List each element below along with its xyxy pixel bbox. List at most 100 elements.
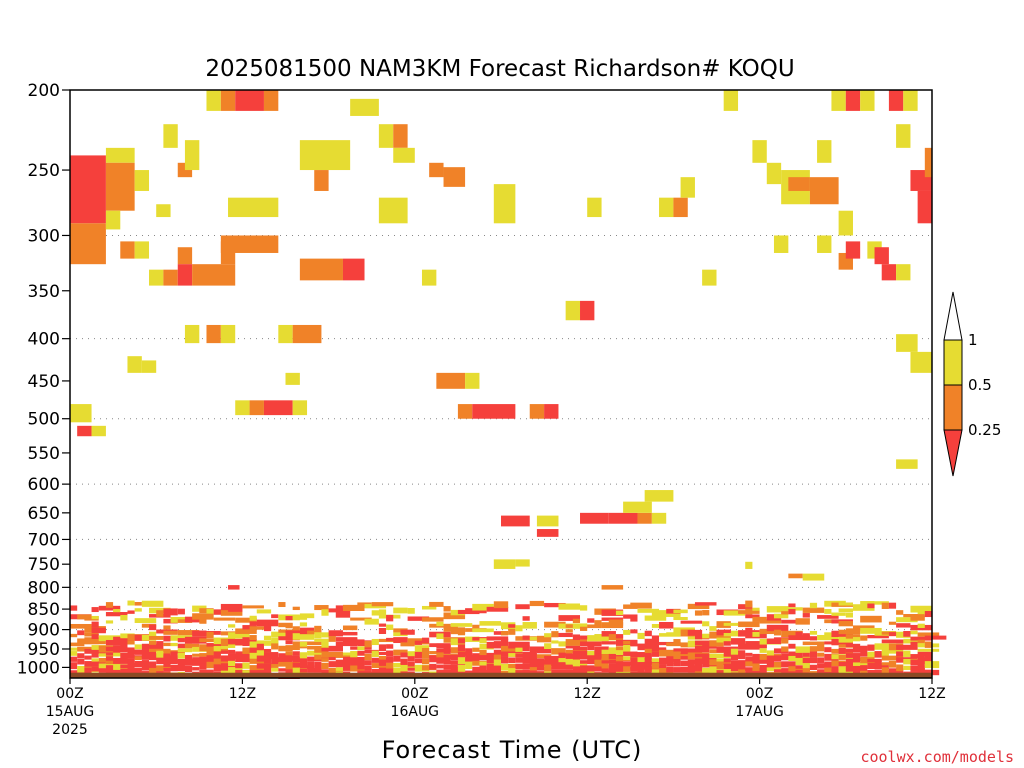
bl-streak xyxy=(429,601,444,607)
heatmap-cells xyxy=(70,90,932,590)
bl-streak xyxy=(70,633,78,638)
bl-streak xyxy=(314,632,322,639)
bl-streak xyxy=(615,651,624,656)
bl-streak xyxy=(831,612,846,616)
bl-streak xyxy=(70,605,78,611)
y-tick-label: 950 xyxy=(28,640,60,660)
bl-streak xyxy=(896,631,911,638)
heatmap-cell xyxy=(457,404,473,419)
bl-streak xyxy=(120,658,135,664)
bl-streak xyxy=(134,608,142,612)
bl-streak xyxy=(400,652,415,658)
bl-streak xyxy=(393,667,408,675)
bl-streak xyxy=(436,643,451,649)
bl-streak xyxy=(314,605,329,611)
bl-streak xyxy=(249,647,264,653)
x-tick-label: 2025 xyxy=(52,722,88,738)
heatmap-cell xyxy=(342,258,365,281)
bl-streak xyxy=(328,667,343,675)
bl-streak xyxy=(105,639,128,646)
bl-streak xyxy=(228,660,236,667)
bl-streak xyxy=(587,661,602,665)
bl-streak xyxy=(278,658,286,662)
plot-frame xyxy=(69,89,933,679)
bl-streak xyxy=(867,603,875,609)
heatmap-cell xyxy=(105,162,135,211)
bl-streak xyxy=(493,665,501,671)
bl-streak xyxy=(170,635,193,641)
bl-streak xyxy=(364,665,372,671)
bl-streak xyxy=(752,607,760,611)
bl-streak xyxy=(386,624,394,630)
bl-streak xyxy=(752,641,767,649)
bl-streak xyxy=(228,624,236,628)
bl-streak xyxy=(860,635,868,641)
bl-streak xyxy=(623,604,638,609)
bl-streak xyxy=(486,606,509,612)
bl-streak xyxy=(149,648,171,652)
bl-streak xyxy=(184,643,200,649)
heatmap-cell xyxy=(924,147,932,178)
bl-streak xyxy=(228,632,250,639)
bl-streak xyxy=(809,657,818,664)
bl-streak xyxy=(766,650,774,656)
bl-streak xyxy=(249,615,257,621)
bl-streak xyxy=(199,638,221,643)
bl-streak xyxy=(845,658,861,666)
bl-streak xyxy=(163,660,171,667)
bl-streak xyxy=(91,621,99,628)
bl-streak xyxy=(529,659,545,666)
bl-streak xyxy=(608,619,624,626)
bl-streak xyxy=(838,654,846,660)
bl-streak xyxy=(256,643,264,650)
bl-streak xyxy=(924,655,932,662)
bl-streak xyxy=(896,623,911,628)
bl-streak xyxy=(903,658,918,665)
bl-streak xyxy=(551,648,566,655)
bl-streak xyxy=(472,624,480,629)
bl-streak xyxy=(867,635,889,639)
bl-streak xyxy=(91,634,99,640)
bl-streak xyxy=(565,639,588,646)
bl-streak xyxy=(263,652,279,659)
bl-streak xyxy=(644,630,652,637)
heatmap-cell xyxy=(299,140,351,171)
x-axis-title: Forecast Time (UTC) xyxy=(382,736,643,764)
bl-streak xyxy=(544,602,566,608)
bl-streak xyxy=(342,625,358,631)
x-tick-label: 12Z xyxy=(918,686,945,702)
heatmap-cell xyxy=(177,247,193,265)
bl-streak xyxy=(271,663,279,668)
bl-streak xyxy=(84,648,106,654)
bl-streak xyxy=(378,627,387,634)
bl-streak xyxy=(156,665,178,670)
bl-streak xyxy=(831,666,839,671)
bl-streak xyxy=(687,636,703,640)
heatmap-cell xyxy=(206,90,221,111)
bl-streak xyxy=(91,607,99,613)
bl-streak xyxy=(386,670,394,675)
heatmap-cell xyxy=(220,324,236,344)
bl-streak xyxy=(292,662,308,668)
bl-streak xyxy=(278,653,293,658)
bl-streak xyxy=(285,616,293,621)
bl-streak xyxy=(170,642,178,647)
bl-streak xyxy=(421,648,430,655)
bl-streak xyxy=(378,661,387,666)
bl-streak xyxy=(479,638,487,644)
heatmap-cell xyxy=(515,559,530,567)
bl-streak xyxy=(651,635,660,641)
bl-streak xyxy=(738,654,746,660)
bl-streak xyxy=(414,640,422,645)
bl-streak xyxy=(177,653,185,659)
heatmap-cell xyxy=(350,98,379,116)
bl-streak xyxy=(781,619,803,624)
bl-streak xyxy=(917,648,940,652)
bl-streak xyxy=(220,663,243,670)
bl-streak xyxy=(256,609,272,614)
heatmap-cell xyxy=(120,241,135,259)
bl-streak xyxy=(421,658,430,665)
bl-streak xyxy=(903,638,925,644)
y-tick-label: 300 xyxy=(28,226,60,246)
bl-streak xyxy=(371,638,379,646)
